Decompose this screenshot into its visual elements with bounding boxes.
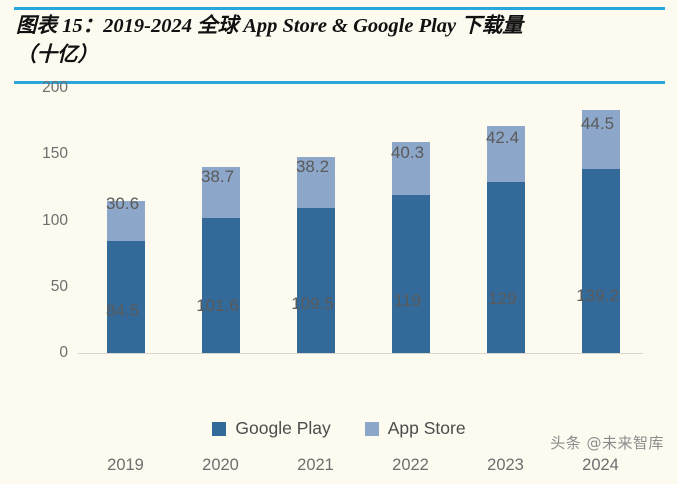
- y-axis-tick: 50: [50, 277, 68, 295]
- y-axis-tick: 150: [42, 145, 68, 163]
- bar-segment-app-store[interactable]: [296, 157, 335, 208]
- bar-segment-google-play[interactable]: [486, 182, 525, 353]
- legend-swatch-icon: [364, 421, 379, 436]
- bar-value-label-app-store: 42.4: [485, 128, 520, 148]
- legend-item[interactable]: Google Play: [212, 418, 331, 439]
- bar-stack[interactable]: [106, 200, 145, 353]
- bar-group[interactable]: 101.6 38.7: [173, 88, 268, 353]
- bar-segment-google-play[interactable]: [201, 218, 240, 353]
- bar-segment-app-store[interactable]: [201, 167, 240, 219]
- bar-stack[interactable]: [201, 167, 240, 353]
- legend-swatch-icon: [212, 421, 227, 436]
- figure-container: 图表 15：2019-2024 全球 App Store & Google Pl…: [0, 7, 678, 474]
- bar-value-label-google-play: 139.2: [576, 286, 619, 306]
- bar-segment-app-store[interactable]: [581, 109, 620, 169]
- bar-value-label-google-play: 101.6: [196, 296, 239, 316]
- bar-segment-app-store[interactable]: [391, 141, 430, 196]
- chart-title: 图表 15：2019-2024 全球 App Store & Google Pl…: [16, 15, 523, 66]
- bar-stack[interactable]: [391, 141, 430, 353]
- x-axis-tick-2022: 2022: [392, 456, 429, 474]
- top-divider-rule: [14, 7, 665, 10]
- bar-group[interactable]: 139.2 44.5: [553, 88, 648, 353]
- bar-stack[interactable]: [581, 109, 620, 353]
- title-divider-rule: [14, 81, 665, 84]
- x-axis-tick-2023: 2023: [487, 456, 524, 474]
- bar-value-label-app-store: 30.6: [105, 194, 140, 214]
- bar-value-label-google-play: 109.5: [291, 293, 334, 313]
- bar-stack[interactable]: [296, 157, 335, 353]
- bar-value-label-google-play: 119: [393, 291, 422, 311]
- bar-group[interactable]: 84.5 30.6: [78, 88, 173, 353]
- bar-value-label-app-store: 40.3: [390, 142, 425, 162]
- chart-legend: Google Play App Store: [0, 418, 678, 439]
- x-axis-baseline: [78, 353, 643, 354]
- y-axis: 0 50 100 150 200: [22, 79, 68, 361]
- bar-value-label-app-store: 44.5: [580, 113, 615, 133]
- x-axis: 2019 2020 2021 2022 2023 2024: [78, 456, 648, 484]
- legend-label: Google Play: [235, 418, 331, 438]
- bar-segment-app-store[interactable]: [106, 200, 145, 242]
- bar-group[interactable]: 129 42.4: [458, 88, 553, 353]
- bar-group[interactable]: 109.5 38.2: [268, 88, 363, 353]
- bar-stack[interactable]: [486, 125, 525, 353]
- legend-item[interactable]: App Store: [364, 418, 466, 439]
- watermark: 头条 @未来智库: [550, 434, 664, 452]
- bar-segment-google-play[interactable]: [296, 207, 335, 353]
- bar-value-label-app-store: 38.7: [200, 166, 235, 186]
- legend-label: App Store: [387, 418, 466, 438]
- bar-segment-google-play[interactable]: [391, 195, 430, 353]
- bars-region: 84.5 30.6 101.6 38.7 109.5 38.2 119 40.3 129 42.4…: [78, 88, 648, 353]
- x-axis-tick-2024: 2024: [582, 456, 619, 474]
- x-axis-tick-2020: 2020: [202, 456, 239, 474]
- x-axis-tick-2021: 2021: [297, 456, 334, 474]
- y-axis-tick: 200: [42, 79, 68, 96]
- bar-segment-app-store[interactable]: [486, 125, 525, 183]
- y-axis-tick: 0: [59, 344, 68, 361]
- bar-value-label-google-play: 84.5: [105, 300, 140, 320]
- bar-value-label-app-store: 38.2: [295, 156, 330, 176]
- y-axis-tick: 100: [42, 211, 68, 229]
- bar-value-label-google-play: 129: [488, 288, 517, 308]
- bar-group[interactable]: 119 40.3: [363, 88, 458, 353]
- bar-segment-google-play[interactable]: [581, 168, 620, 353]
- x-axis-tick-2019: 2019: [107, 456, 144, 474]
- bar-segment-google-play[interactable]: [106, 241, 145, 353]
- plot-area: 0 50 100 150 200 84.5 30.6 101.6 38.7 109.5 38.2 1…: [0, 79, 678, 474]
